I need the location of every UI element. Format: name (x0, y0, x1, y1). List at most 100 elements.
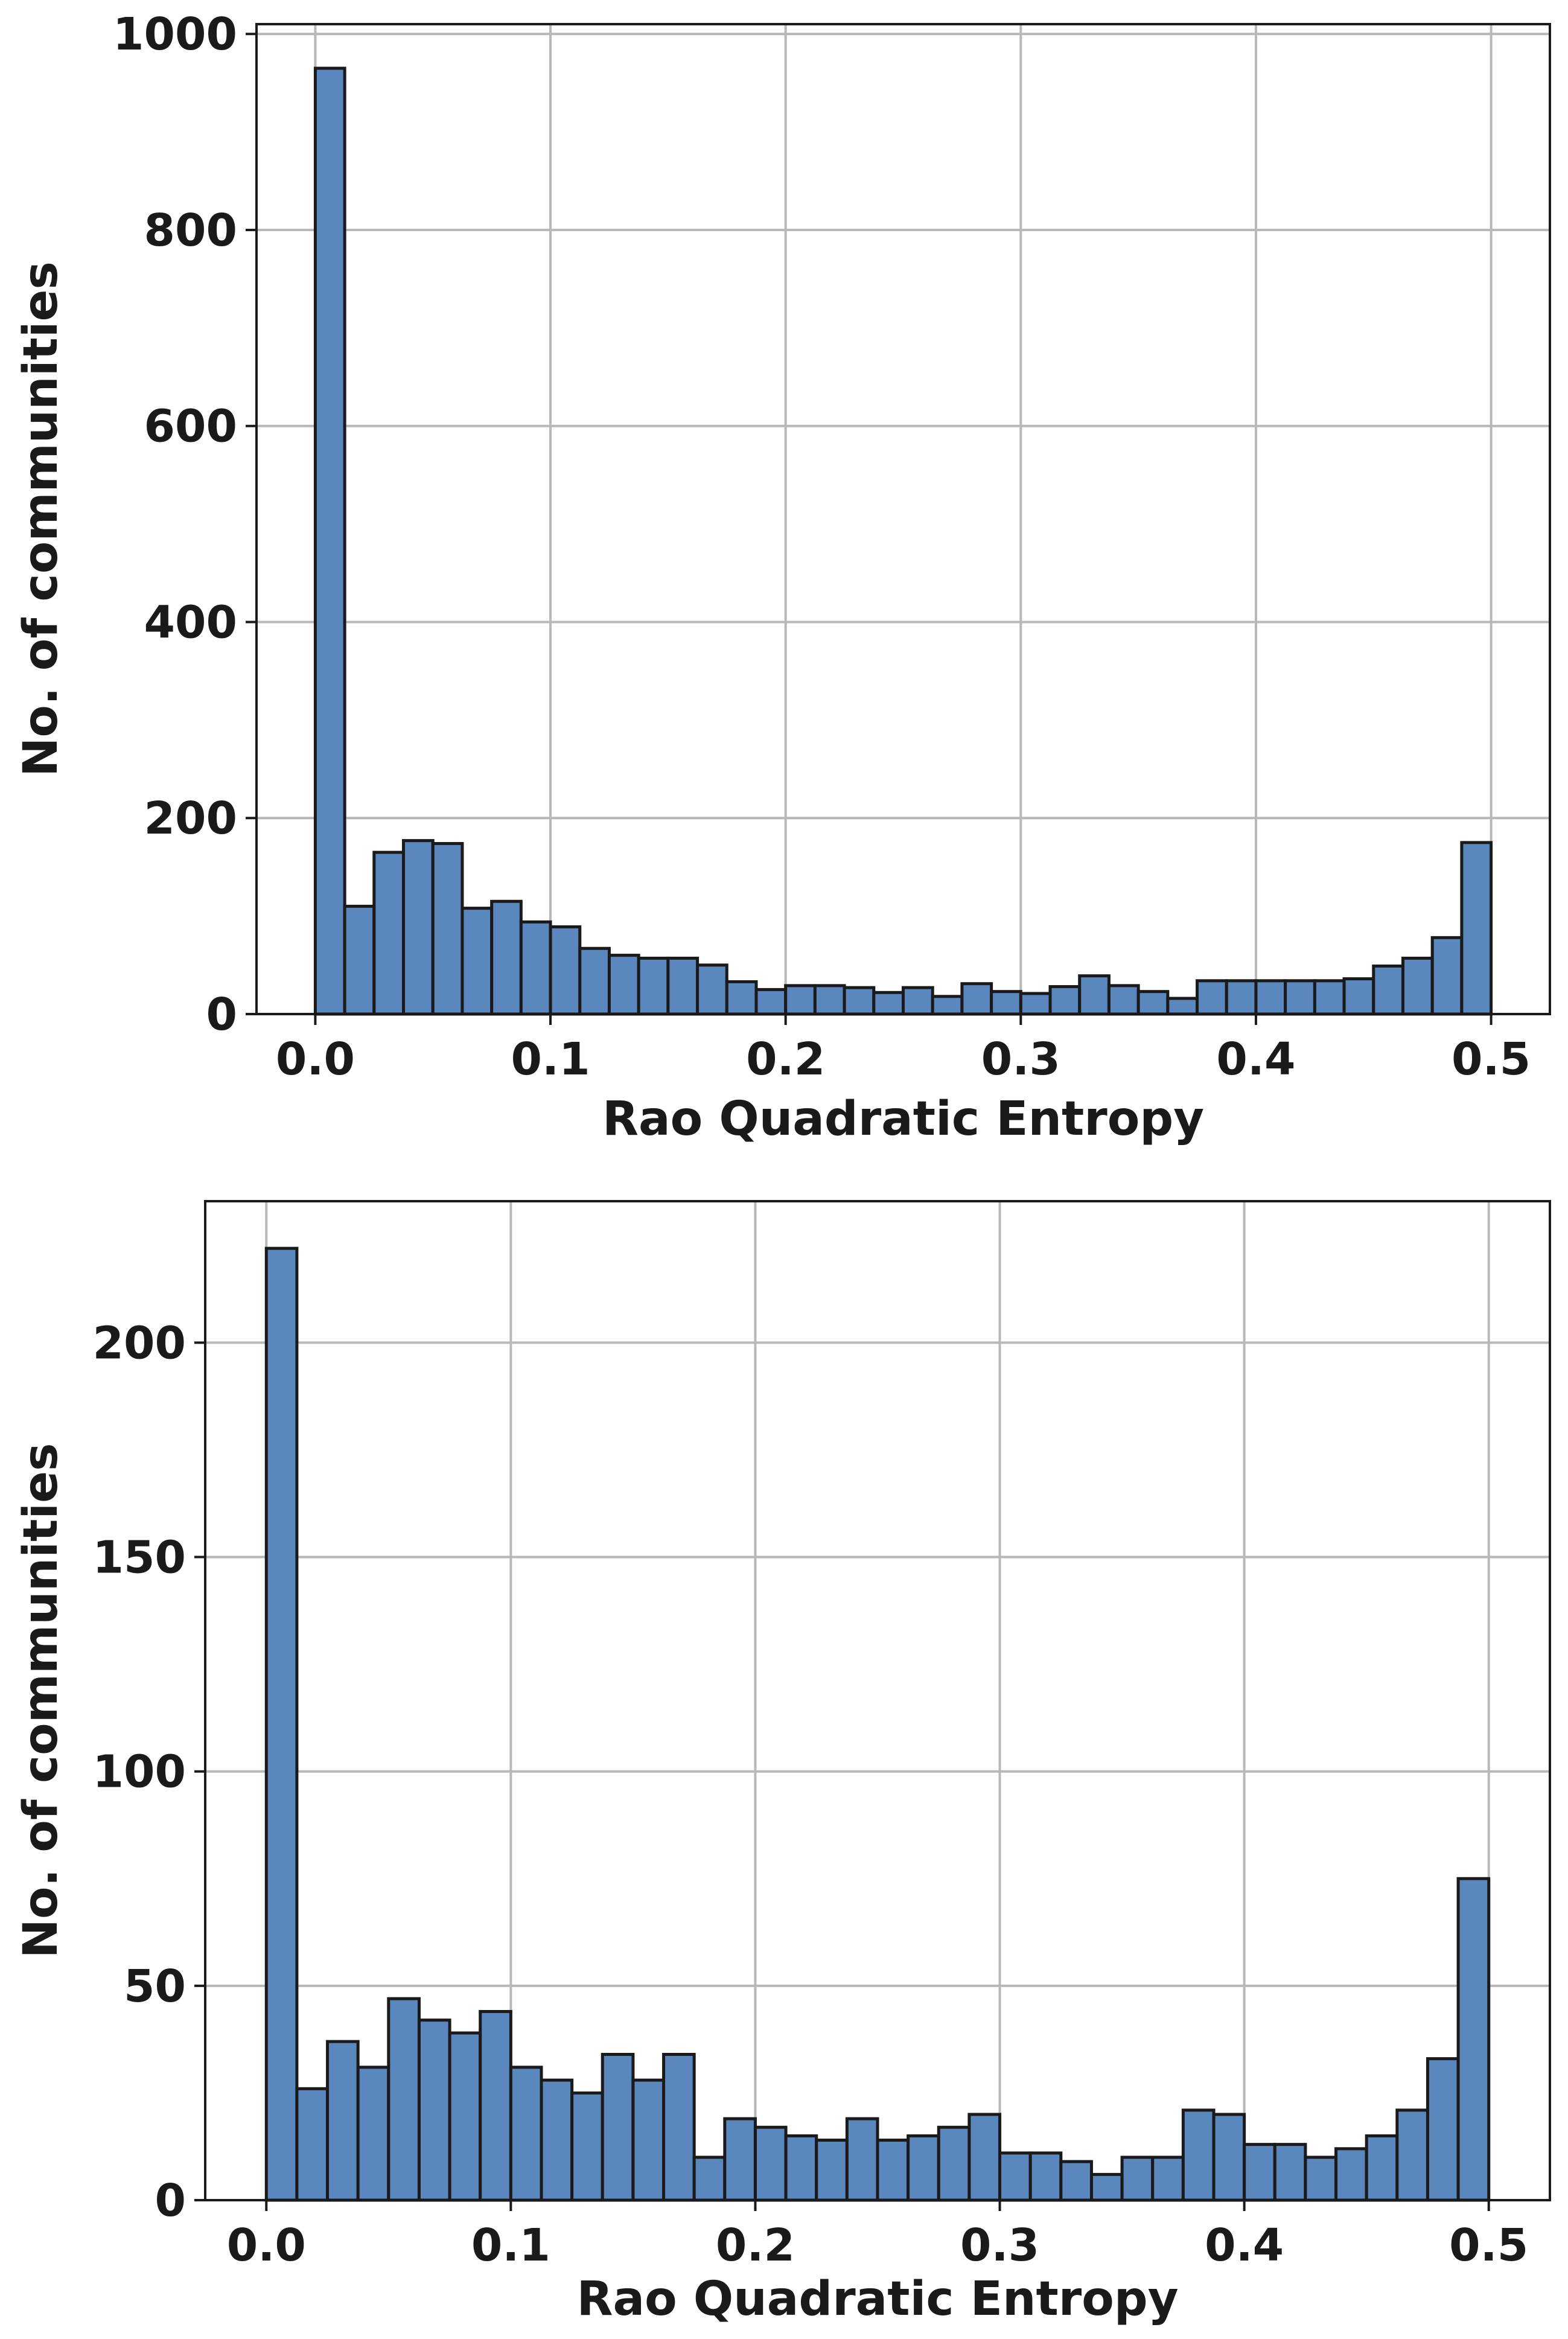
histogram-bar (1078, 974, 1111, 1016)
x-tick-label: 0.4 (1205, 2219, 1284, 2271)
histogram-bar (1426, 2057, 1460, 2202)
histogram-bar (725, 980, 758, 1016)
histogram-bar (872, 991, 905, 1016)
histogram-bar (372, 850, 406, 1016)
histogram-bar (1284, 979, 1316, 1016)
y-tick-label: 200 (93, 1317, 186, 1369)
y-axis-label: No. of communities (14, 261, 68, 777)
histogram-bar (637, 956, 670, 1016)
histogram-bar (607, 954, 640, 1016)
histogram-bar (1196, 979, 1228, 1016)
histogram-bar (356, 2066, 390, 2202)
histogram-bar (461, 907, 494, 1016)
histogram-bar (753, 2125, 788, 2202)
histogram-bar (295, 2087, 330, 2202)
histogram-bar (1107, 984, 1140, 1016)
histogram-bar (1304, 2156, 1338, 2202)
histogram-bar (1273, 2143, 1307, 2202)
histogram-bar (845, 2117, 879, 2202)
histogram-bar (631, 2078, 666, 2202)
histogram-bar (519, 920, 552, 1016)
x-tick-label: 0.5 (1452, 1033, 1531, 1085)
histogram-bar (754, 988, 788, 1016)
y-tick-label: 100 (93, 1746, 186, 1798)
histogram-bar (1456, 1877, 1491, 2202)
histogram-bar (1181, 2108, 1216, 2202)
histogram-bar (692, 2156, 727, 2202)
y-tick-label: 200 (144, 793, 237, 844)
histogram-bar (815, 2139, 849, 2202)
histogram-bar (570, 2091, 604, 2202)
histogram-bar (1019, 992, 1052, 1016)
histogram-bar (1151, 2156, 1185, 2202)
x-tick-label: 0.1 (511, 1033, 590, 1085)
y-tick-label: 600 (144, 401, 237, 453)
histogram-bar (998, 2151, 1032, 2202)
histogram-bar (578, 946, 611, 1016)
histogram-bar (1372, 964, 1404, 1016)
histogram-bar (1166, 997, 1199, 1016)
x-tick-label: 0.3 (981, 1033, 1060, 1085)
y-tick-label: 400 (144, 596, 237, 648)
histogram-bar (387, 1997, 421, 2202)
y-axis-label: No. of communities (14, 1443, 68, 1959)
histogram-bar (1254, 979, 1287, 1016)
histogram-bar (1243, 2143, 1276, 2202)
histogram-bar (937, 2125, 971, 2202)
x-tick-label: 0.0 (227, 2219, 306, 2271)
x-axis-label: Rao Quadratic Entropy (602, 1092, 1204, 1146)
histogram-bar (1401, 956, 1434, 1016)
histogram-bar (1460, 841, 1493, 1016)
histogram-bar (907, 2134, 940, 2202)
y-tick-label: 800 (144, 205, 237, 257)
histogram-bar (479, 2009, 512, 2202)
histogram-bar (1212, 2113, 1246, 2202)
histogram-bar (1089, 2172, 1124, 2202)
histogram-bar (1059, 2160, 1093, 2202)
histogram-bar (313, 66, 346, 1016)
histogram-bar (264, 1246, 299, 2202)
histogram-bar (1395, 2108, 1429, 2202)
histogram-bar (343, 904, 376, 1016)
histogram-bar (723, 2117, 757, 2202)
histogram-bar (1313, 979, 1346, 1016)
histogram-bar (490, 899, 523, 1016)
x-tick-label: 0.0 (276, 1033, 355, 1085)
y-tick-label: 150 (93, 1532, 186, 1584)
y-tick-label: 0 (155, 2175, 186, 2227)
histogram-bar (784, 984, 817, 1016)
histogram-bar (843, 986, 876, 1016)
histogram-bar (402, 839, 435, 1016)
plot-frame (204, 1200, 1551, 2201)
histogram-bar (876, 2139, 910, 2202)
histogram-bar (540, 2078, 574, 2202)
histogram-bottom: 0.0 0.1 0.2 0.3 0.4 0.5 0 50 100 150 200 Rao Quadra… (14, 1200, 1551, 2326)
histogram-bar (960, 982, 993, 1016)
histogram-bar (813, 984, 846, 1016)
x-tick-label: 0.2 (746, 1033, 825, 1085)
histogram-bar (902, 986, 934, 1016)
histogram-bar (1225, 979, 1258, 1016)
histogram-bar (784, 2134, 818, 2202)
y-tick-label: 50 (124, 1961, 186, 2012)
histogram-bar (448, 2031, 482, 2202)
x-tick-label: 0.3 (960, 2219, 1039, 2271)
histogram-bar (666, 956, 700, 1016)
y-tick-label: 1000 (113, 8, 237, 60)
histogram-bar (549, 925, 582, 1016)
x-axis-label: Rao Quadratic Entropy (576, 2272, 1178, 2326)
histogram-bar (1136, 990, 1170, 1016)
histogram-bar (1048, 985, 1082, 1016)
histogram-bar (1334, 2147, 1368, 2202)
plot-frame (255, 23, 1551, 1015)
x-tick-label: 0.5 (1449, 2219, 1528, 2271)
histogram-bar (326, 2040, 360, 2202)
y-tick-label: 0 (206, 989, 238, 1041)
histogram-bar (990, 990, 1022, 1016)
histogram-bar (1342, 977, 1375, 1016)
histogram-bar (662, 2052, 696, 2202)
histogram-bar (967, 2113, 1002, 2202)
histogram-bar (509, 2066, 543, 2202)
histogram-bar (1430, 936, 1464, 1016)
